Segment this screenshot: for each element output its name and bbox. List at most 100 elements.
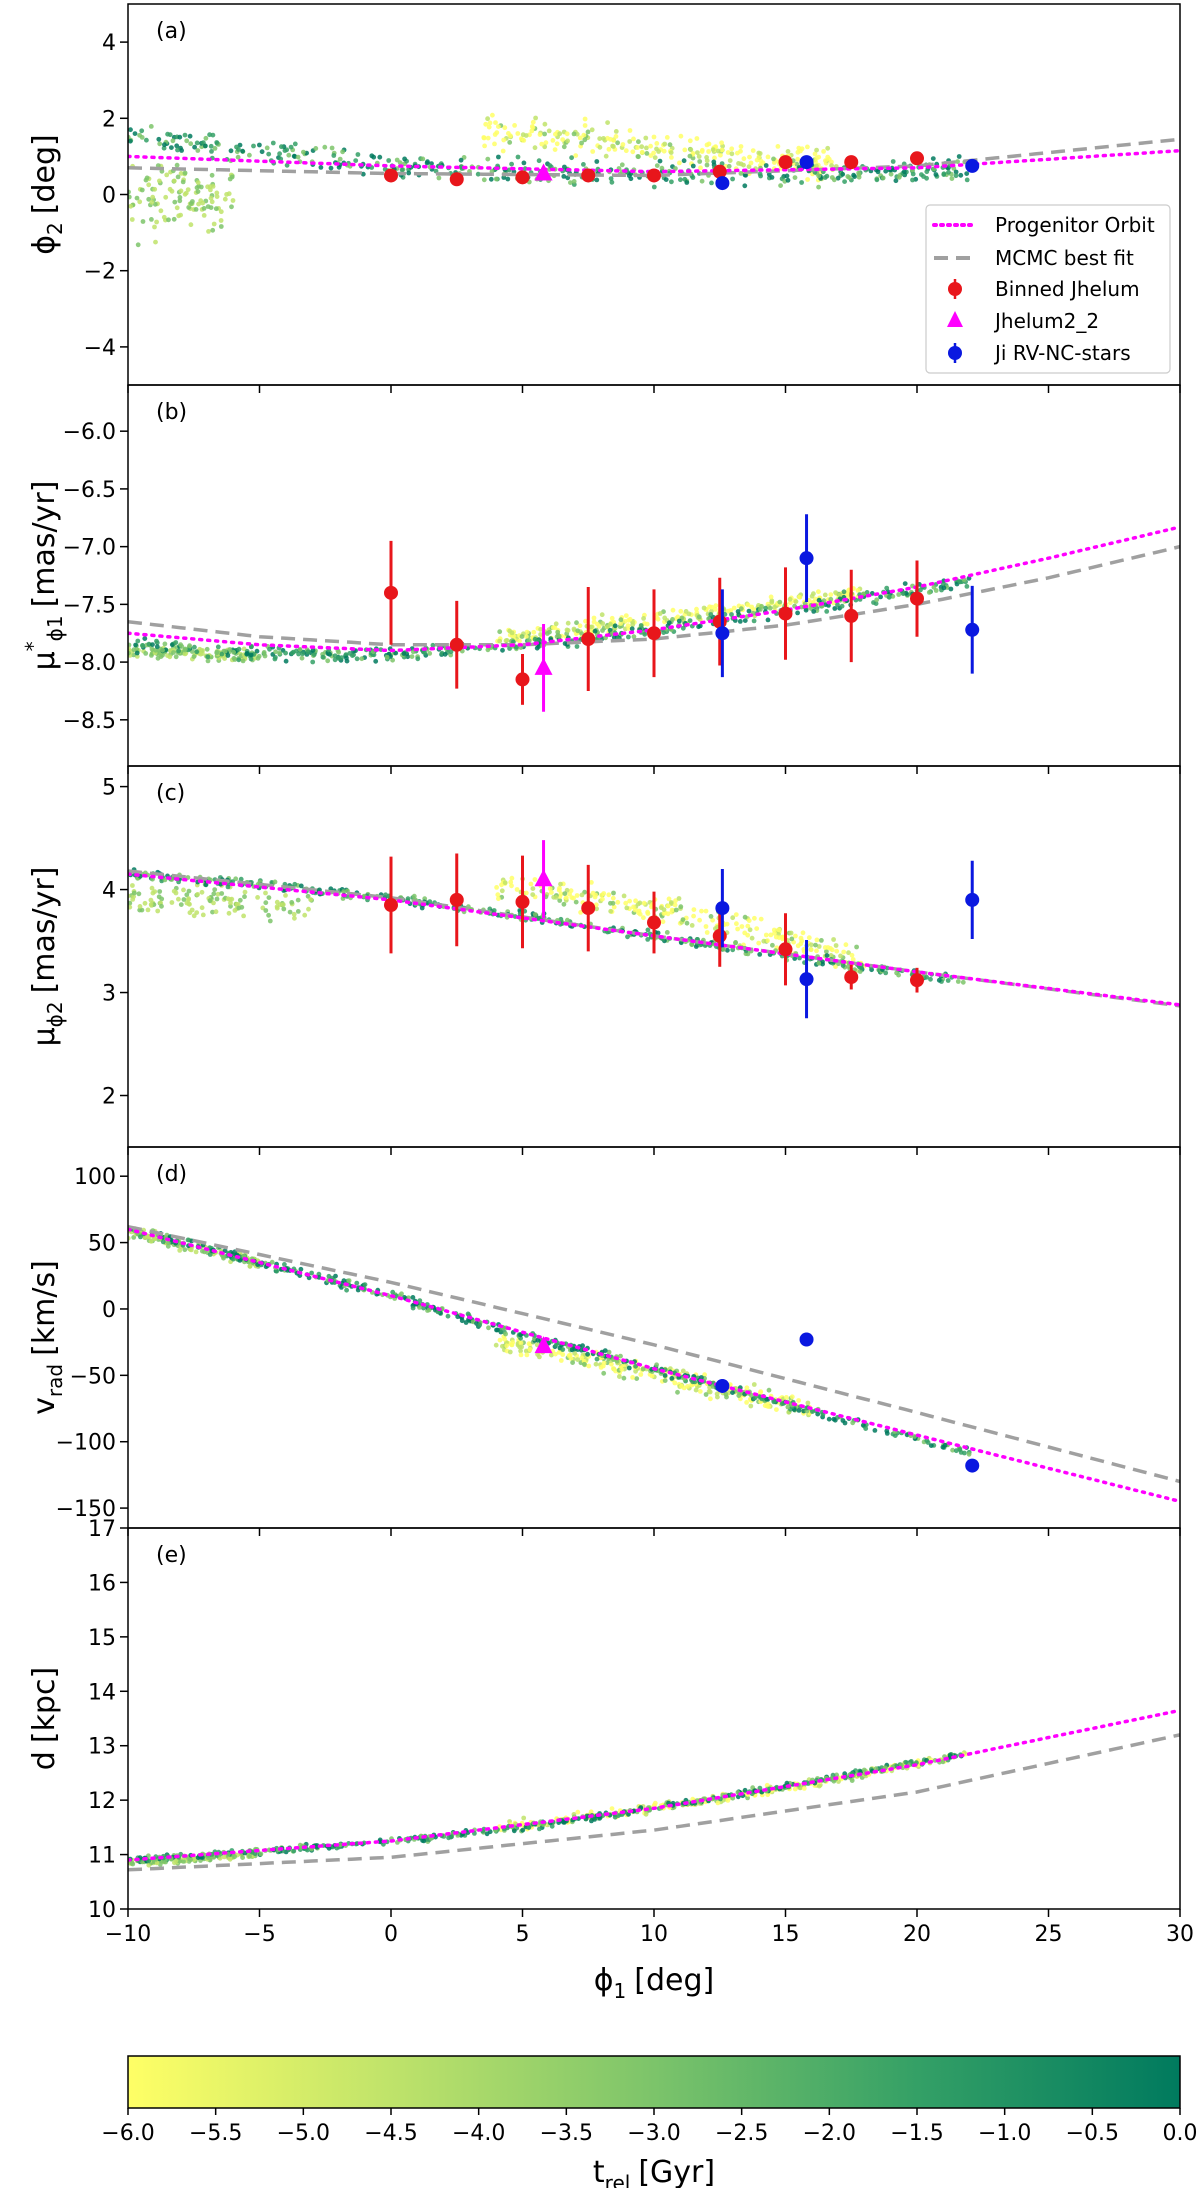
trailing-particle [621,893,627,899]
trailing-particle [706,141,712,147]
stream-particle [401,651,407,656]
binned-jhelum-point [581,632,596,646]
stream-particle [310,647,316,653]
leading-particle [137,904,143,909]
stream-particle [924,974,929,980]
stream-particle [203,882,209,888]
trailing-particle [577,135,583,141]
leading-particle [247,1263,253,1269]
stream-particle [873,1766,879,1772]
trailing-particle [621,1375,627,1381]
trailing-particle [694,136,700,141]
y-tick-label: 0 [102,184,116,209]
leading-particle [263,900,269,906]
trailing-particle [754,157,760,163]
trailing-particle [596,623,602,629]
leading-particle [164,172,170,178]
y-tick-label: 14 [88,1680,116,1705]
stream-particle [883,970,889,976]
trailing-particle [502,1336,507,1342]
trailing-particle [699,149,705,155]
trailing-particle [713,603,719,608]
stream-particle [399,167,405,173]
trailing-particle [795,156,801,162]
panel-e-orbit-curve [128,1708,1180,1862]
stream-particle [769,175,775,180]
stream-particle [402,1295,407,1300]
stream-particle [341,1278,347,1284]
trailing-particle [855,588,861,593]
trailing-particle [633,1368,638,1374]
stream-particle [884,585,890,591]
leading-particle [283,893,288,898]
trailing-particle [569,895,575,900]
stream-particle [394,157,400,163]
leading-particle [182,170,188,176]
trailing-particle [799,146,805,152]
stream-particle [651,184,657,190]
panel-d-frame [127,1146,1181,1529]
trailing-particle [553,131,558,137]
leading-particle [135,242,141,248]
stream-particle [947,1753,953,1758]
stream-particle [340,149,345,155]
stream-particle [505,176,511,182]
stream-particle [520,1827,526,1833]
stream-particle [238,876,244,882]
leading-particle [226,910,232,916]
stream-particle [568,180,573,186]
trailing-particle [641,900,647,906]
stream-particle [678,177,683,183]
trailing-particle [828,592,834,597]
leading-particle [173,654,179,660]
leading-particle [154,219,160,225]
stream-particle [608,176,614,182]
leading-particle [242,889,248,895]
stream-particle [803,607,809,613]
stream-particle [234,144,239,150]
leading-particle [152,1236,158,1242]
trailing-particle [708,1396,713,1402]
trailing-particle [493,1342,499,1348]
stream-particle [900,591,906,596]
stream-particle [139,135,145,140]
stream-particle [134,650,140,656]
y-tick-label: 16 [88,1571,116,1596]
stream-particle [465,1311,471,1317]
trailing-particle [561,144,567,150]
stream-particle [344,1287,349,1293]
stream-particle [361,1840,367,1846]
colorbar-tick-label: −2.5 [715,2121,768,2146]
trailing-particle [635,145,640,150]
trailing-particle [708,914,714,919]
trailing-particle [761,938,767,944]
leading-particle [194,185,200,191]
stream-particle [405,654,411,660]
stream-particle [515,154,521,160]
stream-particle [816,184,821,190]
x-tick-label: 20 [903,1922,931,1947]
trailing-particle [748,160,754,166]
trailing-particle [611,904,617,910]
stream-particle [875,169,881,175]
stream-particle [893,178,899,184]
trailing-particle [593,892,598,898]
trailing-particle [494,130,500,136]
stream-particle [270,140,276,146]
panel-b-stream-particles [128,575,972,665]
trailing-particle [636,139,641,145]
leading-particle [129,1860,135,1866]
leading-particle [143,651,149,656]
leading-particle [208,205,214,211]
trailing-particle [557,885,562,891]
stream-particle [187,643,193,649]
stream-particle [337,1842,343,1848]
stream-particle [640,1366,646,1372]
stream-particle [931,584,937,590]
panel-c-label: (c) [156,781,185,806]
stream-particle [383,892,388,898]
stream-particle [493,176,499,182]
trailing-particle [508,879,514,885]
trailing-particle [652,155,658,161]
leading-particle [287,909,293,915]
